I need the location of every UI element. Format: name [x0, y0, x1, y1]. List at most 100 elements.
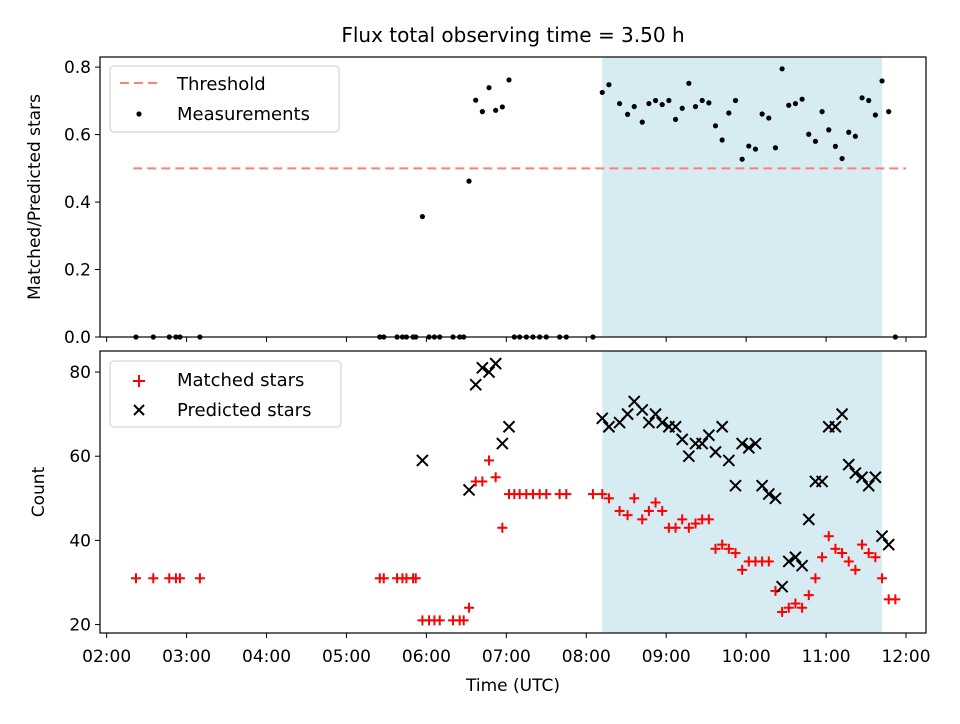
bottom-legend: Matched stars Predicted stars	[109, 360, 342, 428]
matched-star-point	[790, 598, 801, 609]
measurement-point	[886, 109, 892, 115]
x-tick-label: 12:00	[882, 647, 931, 667]
measurement-point	[419, 213, 426, 220]
matched-star-point	[629, 493, 640, 504]
measurement-point	[839, 155, 845, 162]
bottom-x-ticks: 02:00 03:00 04:00 05:00 06:00 07:00 08:00 09:00…	[82, 633, 931, 667]
predicted-star-point	[842, 458, 855, 471]
measurement-point	[846, 129, 852, 135]
matched-star-point	[541, 489, 552, 500]
matched-star-point	[410, 573, 421, 584]
matched-star-point	[717, 539, 728, 550]
measurement-point	[692, 103, 699, 110]
matched-points	[130, 455, 901, 626]
predicted-star-point	[815, 475, 829, 488]
y-tick-label: 0.0	[64, 328, 91, 348]
measurement-point	[746, 143, 752, 149]
predicted-star-point	[669, 420, 682, 433]
matched-star-point	[194, 573, 205, 584]
legend-matched-label: Matched stars	[177, 370, 304, 391]
top-y-ticks: 0.0 0.2 0.4 0.6 0.8	[64, 58, 100, 348]
predicted-star-point	[762, 487, 776, 501]
matched-star-point	[561, 489, 572, 500]
measurement-point	[493, 107, 499, 113]
predicted-star-point	[795, 559, 809, 572]
predicted-star-point	[755, 479, 769, 492]
matched-star-point	[703, 514, 714, 525]
measurement-point	[779, 66, 785, 72]
matched-star-point	[857, 539, 868, 550]
predicted-star-point	[416, 454, 429, 467]
measurement-point	[772, 145, 779, 151]
top-legend: Threshold Measurements	[109, 65, 340, 133]
predicted-star-point	[875, 529, 889, 543]
measurement-point	[646, 100, 652, 107]
matched-star-point	[587, 489, 598, 500]
measurement-point	[806, 131, 812, 137]
matched-star-point	[783, 602, 794, 613]
matched-star-point	[378, 573, 389, 584]
matched-star-point	[614, 505, 625, 516]
measurement-point	[872, 112, 878, 118]
predicted-star-point	[869, 471, 882, 484]
matched-star-point	[690, 518, 701, 529]
matched-star-point	[458, 615, 469, 626]
matched-star-point	[737, 564, 748, 575]
matched-star-point	[763, 556, 774, 567]
predicted-star-point	[722, 454, 736, 467]
predicted-star-point	[482, 365, 496, 379]
x-tick-label: 10:00	[722, 647, 771, 667]
matched-star-point	[830, 543, 841, 554]
measurement-point	[499, 104, 505, 110]
predicted-star-point	[636, 403, 649, 417]
legend-predicted-label: Predicted stars	[177, 400, 311, 421]
matched-star-point	[683, 522, 694, 533]
measurement-point	[506, 77, 512, 83]
matched-star-point	[710, 543, 721, 554]
measurement-point	[852, 133, 858, 139]
measurement-point	[826, 127, 832, 133]
predicted-star-point	[602, 420, 616, 433]
predicted-star-point	[802, 513, 815, 526]
matched-star-point	[148, 573, 159, 584]
predicted-star-point	[715, 420, 729, 433]
measurement-point	[812, 138, 819, 144]
measurement-point	[466, 178, 472, 184]
top-x-ticks	[106, 337, 907, 342]
measurement-point	[624, 111, 631, 117]
matched-star-point	[597, 489, 608, 500]
predicted-star-point	[849, 466, 862, 480]
matched-star-point	[730, 548, 741, 559]
predicted-star-point	[695, 437, 709, 450]
matched-star-point	[843, 556, 854, 567]
legend-measurements-label: Measurements	[177, 104, 310, 125]
predicted-star-point	[682, 450, 696, 463]
top-y-axis-label: Matched/Predicted stars	[25, 94, 45, 300]
measurement-point	[686, 80, 692, 86]
matched-star-point	[174, 573, 185, 584]
measurement-point	[859, 95, 865, 101]
matched-star-point	[877, 573, 888, 584]
predicted-star-point	[649, 407, 662, 421]
matched-star-point	[810, 573, 821, 584]
predicted-star-point	[596, 412, 609, 425]
predicted-star-point	[855, 471, 869, 484]
matched-star-point	[837, 548, 848, 559]
predicted-star-point	[742, 441, 756, 455]
predicted-star-point	[462, 483, 476, 497]
matched-star-point	[484, 455, 495, 466]
predicted-star-point	[489, 357, 502, 370]
matched-star-point	[434, 615, 445, 626]
measurement-point	[659, 101, 665, 108]
measurement-point	[866, 97, 872, 104]
measurement-point	[666, 97, 672, 104]
top-panel: 0.00.20.40.60.8 Matched/Predicted stars …	[25, 56, 927, 348]
matched-star-point	[677, 514, 688, 525]
measurement-point	[479, 109, 485, 115]
y-tick-label: 0.8	[64, 58, 91, 78]
matched-star-point	[603, 493, 614, 504]
x-tick-label: 09:00	[642, 647, 691, 667]
measurement-point	[739, 156, 745, 162]
predicted-star-point	[729, 479, 742, 492]
